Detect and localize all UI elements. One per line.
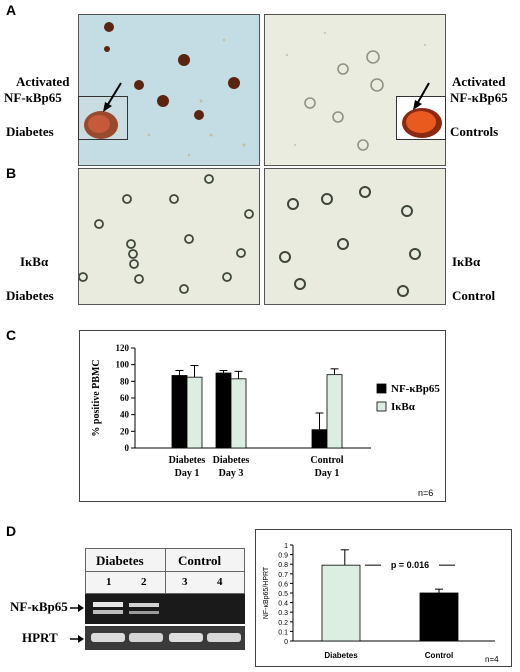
panel-d-chart: 0 0.1 0.2 0.3 0.4 0.5 0.6 0.7 0.8 0.9 1 NF-κBp65/HP… (263, 543, 495, 660)
arrow-icon (103, 82, 122, 112)
bar (326, 374, 343, 449)
panel-c-chart: 0 20 40 60 80 100 120 % positive PBMC Diabetes Da… (91, 343, 440, 479)
y-tick-label: 120 (116, 343, 130, 353)
panel-a-diabetes-micrograph (78, 14, 260, 166)
y-tick-label: 0.4 (278, 601, 288, 608)
gel-header-control: Control (178, 553, 222, 568)
y-tick-label: 1 (284, 543, 288, 550)
panel-b-letter: B (6, 165, 17, 181)
panel-b-diabetes-micrograph (78, 168, 260, 305)
panel-a-right-group: Controls (450, 124, 499, 139)
arrow-right-icon (70, 635, 84, 643)
panel-b-right-group: Control (452, 288, 496, 303)
x-tick-label: Day 1 (175, 468, 200, 479)
panel-c-frame (79, 330, 446, 502)
y-tick-label: 20 (120, 426, 130, 436)
bar (215, 372, 232, 449)
x-tick-label: Control (310, 455, 343, 466)
x-tick-label: Diabetes (324, 651, 358, 660)
panel-b-left-group: Diabetes (6, 288, 54, 303)
y-tick-label: 100 (116, 360, 130, 370)
lane-number: 1 (106, 576, 112, 588)
legend-label: NF-κBp65 (391, 383, 440, 395)
panel-a-left-group: Diabetes (6, 124, 54, 139)
y-tick-label: 0.8 (278, 562, 288, 569)
gel-nfkb-row (85, 594, 245, 624)
cells-illustration (279, 186, 421, 297)
panel-c-letter: C (6, 327, 17, 343)
gel-hprt-row (85, 626, 245, 650)
panel-d-n-note: n=4 (485, 655, 499, 664)
y-tick-label: 80 (120, 376, 130, 386)
panel-a-left-label-line2: NF-κBp65 (4, 90, 62, 105)
x-tick-label: Diabetes (213, 455, 250, 466)
y-tick-label: 0.6 (278, 581, 288, 588)
y-tick-label: 0.9 (278, 553, 288, 560)
lane-number: 2 (141, 576, 147, 588)
panel-b-right-label: IκBα (452, 254, 481, 269)
y-axis-label: NF-κBp65/HPRT (263, 566, 270, 619)
cells-illustration (104, 22, 246, 157)
y-tick-label: 40 (120, 410, 130, 420)
gel-row-label-hprt: HPRT (22, 630, 58, 645)
gel-row-label-nfkb: NF-κBp65 (10, 599, 68, 614)
arrow-icon (413, 82, 430, 110)
y-tick-label: 0.2 (278, 620, 288, 627)
y-tick-label: 0.3 (278, 610, 288, 617)
gel-header-diabetes: Diabetes (96, 553, 144, 568)
panel-a-right-label-line2: NF-κBp65 (450, 90, 508, 105)
x-tick-label: Diabetes (169, 455, 206, 466)
panel-a-letter: A (6, 2, 17, 18)
bar (186, 376, 203, 449)
lane-number: 3 (182, 576, 188, 588)
gel-header: Diabetes Control 1 2 3 4 (85, 548, 245, 594)
panel-a-diabetes-inset (78, 96, 128, 140)
bar (311, 429, 328, 449)
x-tick-label: Day 3 (219, 468, 244, 479)
panel-d-chart-frame (255, 529, 512, 667)
y-tick-label: 60 (120, 393, 130, 403)
panel-b-control-micrograph (264, 168, 446, 305)
legend-label: IκBα (391, 401, 416, 413)
y-tick-label: 0.5 (278, 591, 288, 598)
panel-a-control-inset (396, 96, 446, 140)
x-tick-label: Control (425, 651, 453, 660)
y-axis-label: % positive PBMC (91, 359, 102, 436)
panel-a-right-label-line1: Activated (452, 74, 506, 89)
arrow-right-icon (70, 604, 84, 612)
panel-c-n-note: n=6 (418, 488, 434, 498)
bar (321, 564, 361, 642)
bar (171, 375, 188, 449)
y-tick-label: 0.1 (278, 629, 288, 636)
pvalue-label: p = 0.016 (391, 560, 429, 570)
panel-a-left-label-line1: Activated (16, 74, 70, 89)
legend-swatch (376, 383, 387, 394)
lane-number: 4 (217, 576, 223, 588)
panel-b-left-label: IκBα (20, 254, 49, 269)
y-tick-label: 0 (125, 443, 130, 453)
y-tick-label: 0 (284, 639, 288, 646)
cells-illustration (79, 174, 254, 294)
panel-d-letter: D (6, 523, 17, 539)
legend-swatch (376, 401, 387, 412)
panel-a-control-micrograph (264, 14, 446, 166)
y-tick-label: 0.7 (278, 572, 288, 579)
bar (419, 592, 459, 642)
x-tick-label: Day 1 (315, 468, 340, 479)
bar (230, 378, 247, 449)
